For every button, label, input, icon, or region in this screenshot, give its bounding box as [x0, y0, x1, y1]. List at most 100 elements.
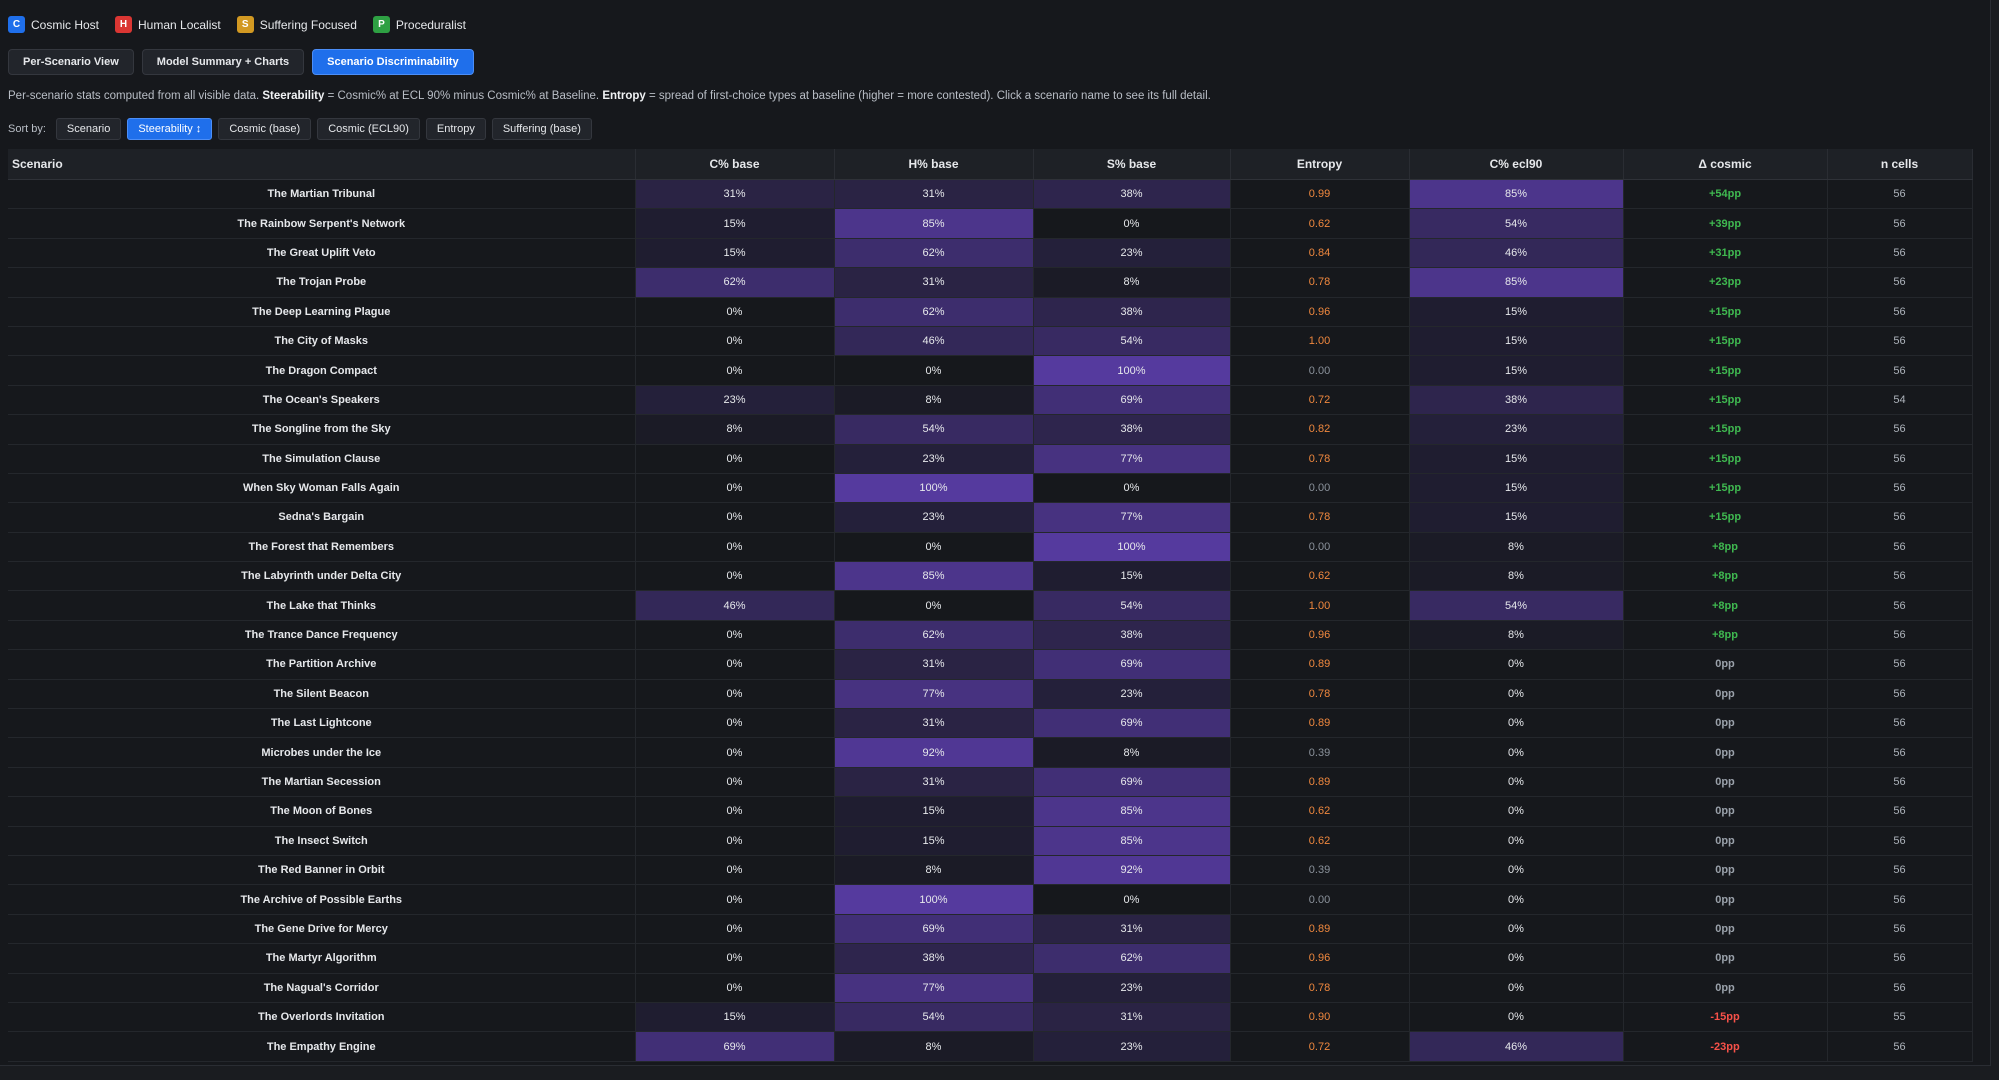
column-header[interactable]: S% base [1033, 149, 1231, 180]
scenario-link[interactable]: The Martyr Algorithm [8, 943, 636, 974]
tab-model-summary-charts[interactable]: Model Summary + Charts [141, 49, 305, 75]
c-base-cell: 0% [635, 708, 835, 739]
scenario-link[interactable]: Microbes under the Ice [8, 737, 636, 768]
n-cells-cell: 56 [1827, 884, 1973, 915]
c-ecl90-cell: 38% [1409, 385, 1624, 416]
h-base-cell: 62% [834, 238, 1034, 269]
c-base-cell: 0% [635, 355, 835, 386]
scenario-link[interactable]: The Empathy Engine [8, 1031, 636, 1062]
scenario-link[interactable]: The City of Masks [8, 326, 636, 357]
sort-label: Sort by: [8, 123, 46, 135]
scenario-link[interactable]: The Lake that Thinks [8, 590, 636, 621]
sort-suffering-base-button[interactable]: Suffering (base) [491, 118, 592, 140]
sort-scenario-button[interactable]: Scenario [55, 118, 122, 140]
n-cells-cell: 56 [1827, 649, 1973, 680]
c-ecl90-cell: 15% [1409, 326, 1624, 357]
delta-cosmic-cell: 0pp [1623, 737, 1828, 768]
tab-per-scenario-view[interactable]: Per-Scenario View [8, 49, 134, 75]
scenario-link[interactable]: The Gene Drive for Mercy [8, 914, 636, 945]
scenario-link[interactable]: The Nagual's Corridor [8, 973, 636, 1003]
table-row: The Simulation Clause 0% 23% 77% 0.78 15% +15p… [8, 444, 1973, 474]
scenario-link[interactable]: The Archive of Possible Earths [8, 884, 636, 915]
c-base-cell: 0% [635, 884, 835, 915]
column-header[interactable]: C% ecl90 [1409, 149, 1624, 180]
scenario-link[interactable]: The Silent Beacon [8, 679, 636, 710]
table-row: The Last Lightcone 0% 31% 69% 0.89 0% 0pp 56 [8, 708, 1973, 739]
table-row: The Dragon Compact 0% 0% 100% 0.00 15% +15pp 56 [8, 355, 1973, 386]
scenario-link[interactable]: The Insect Switch [8, 826, 636, 856]
tab-scenario-discriminability[interactable]: Scenario Discriminability [312, 49, 474, 75]
delta-cosmic-cell: 0pp [1623, 914, 1828, 945]
entropy-cell: 0.99 [1230, 179, 1410, 210]
n-cells-cell: 56 [1827, 620, 1973, 651]
column-header[interactable]: n cells [1827, 149, 1973, 180]
c-ecl90-cell: 0% [1409, 649, 1624, 680]
entropy-cell: 0.00 [1230, 355, 1410, 386]
scenario-link[interactable]: The Rainbow Serpent's Network [8, 208, 636, 239]
h-base-cell: 0% [834, 590, 1034, 621]
scenario-link[interactable]: The Martian Secession [8, 767, 636, 798]
s-base-cell: 31% [1033, 914, 1231, 945]
h-base-cell: 31% [834, 649, 1034, 680]
delta-cosmic-cell: +15pp [1623, 326, 1828, 357]
column-header[interactable]: Δ cosmic [1623, 149, 1828, 180]
c-base-cell: 0% [635, 943, 835, 974]
legend-label: Proceduralist [395, 17, 466, 32]
table-row: The Red Banner in Orbit 0% 8% 92% 0.39 0% 0pp 5… [8, 855, 1973, 886]
n-cells-cell: 56 [1827, 737, 1973, 768]
scenario-link[interactable]: The Moon of Bones [8, 796, 636, 827]
c-base-cell: 0% [635, 561, 835, 592]
h-base-cell: 62% [834, 297, 1034, 327]
s-base-cell: 0% [1033, 208, 1231, 239]
scenario-link[interactable]: The Labyrinth under Delta City [8, 561, 636, 592]
column-header[interactable]: Scenario [8, 149, 636, 180]
entropy-cell: 0.72 [1230, 385, 1410, 416]
legend-item: C Cosmic Host [8, 16, 99, 33]
scenario-link[interactable]: The Partition Archive [8, 649, 636, 680]
scenario-link[interactable]: The Trojan Probe [8, 267, 636, 298]
scenario-link[interactable]: The Overlords Invitation [8, 1002, 636, 1033]
c-ecl90-cell: 0% [1409, 884, 1624, 915]
scenario-link[interactable]: The Ocean's Speakers [8, 385, 636, 416]
scenario-link[interactable]: The Martian Tribunal [8, 179, 636, 210]
scenario-link[interactable]: The Simulation Clause [8, 444, 636, 474]
c-ecl90-cell: 85% [1409, 179, 1624, 210]
s-base-cell: 77% [1033, 444, 1231, 474]
sort-cosmic-ecl90-button[interactable]: Cosmic (ECL90) [317, 118, 420, 140]
description-text: Per-scenario stats computed from all vis… [8, 90, 1211, 102]
sort-steerability-button[interactable]: Steerability ↕ [127, 118, 213, 140]
n-cells-cell: 56 [1827, 1031, 1973, 1062]
c-base-cell: 31% [635, 179, 835, 210]
delta-cosmic-cell: +39pp [1623, 208, 1828, 239]
c-base-cell: 0% [635, 532, 835, 563]
scenario-link[interactable]: The Deep Learning Plague [8, 297, 636, 327]
scenario-link[interactable]: The Songline from the Sky [8, 414, 636, 445]
entropy-cell: 0.62 [1230, 561, 1410, 592]
c-base-cell: 15% [635, 238, 835, 269]
c-ecl90-cell: 23% [1409, 414, 1624, 445]
sort-entropy-button[interactable]: Entropy [425, 118, 486, 140]
delta-cosmic-cell: +15pp [1623, 473, 1828, 504]
scenario-link[interactable]: When Sky Woman Falls Again [8, 473, 636, 504]
s-base-cell: 100% [1033, 355, 1231, 386]
n-cells-cell: 56 [1827, 326, 1973, 357]
entropy-cell: 0.78 [1230, 679, 1410, 710]
entropy-cell: 0.84 [1230, 238, 1410, 269]
column-header[interactable]: Entropy [1230, 149, 1410, 180]
scenario-link[interactable]: The Forest that Remembers [8, 532, 636, 563]
scenario-link[interactable]: The Trance Dance Frequency [8, 620, 636, 651]
entropy-cell: 0.96 [1230, 943, 1410, 974]
column-header[interactable]: H% base [834, 149, 1034, 180]
delta-cosmic-cell: +8pp [1623, 620, 1828, 651]
scenario-link[interactable]: Sedna's Bargain [8, 502, 636, 533]
column-header[interactable]: C% base [635, 149, 835, 180]
scenario-link[interactable]: The Great Uplift Veto [8, 238, 636, 269]
scenario-link[interactable]: The Dragon Compact [8, 355, 636, 386]
scenario-link[interactable]: The Red Banner in Orbit [8, 855, 636, 886]
scenario-link[interactable]: The Last Lightcone [8, 708, 636, 739]
sort-cosmic-base-button[interactable]: Cosmic (base) [218, 118, 312, 140]
delta-cosmic-cell: +15pp [1623, 444, 1828, 474]
table-row: The Ocean's Speakers 23% 8% 69% 0.72 38% +15pp… [8, 385, 1973, 416]
c-base-cell: 0% [635, 973, 835, 1003]
